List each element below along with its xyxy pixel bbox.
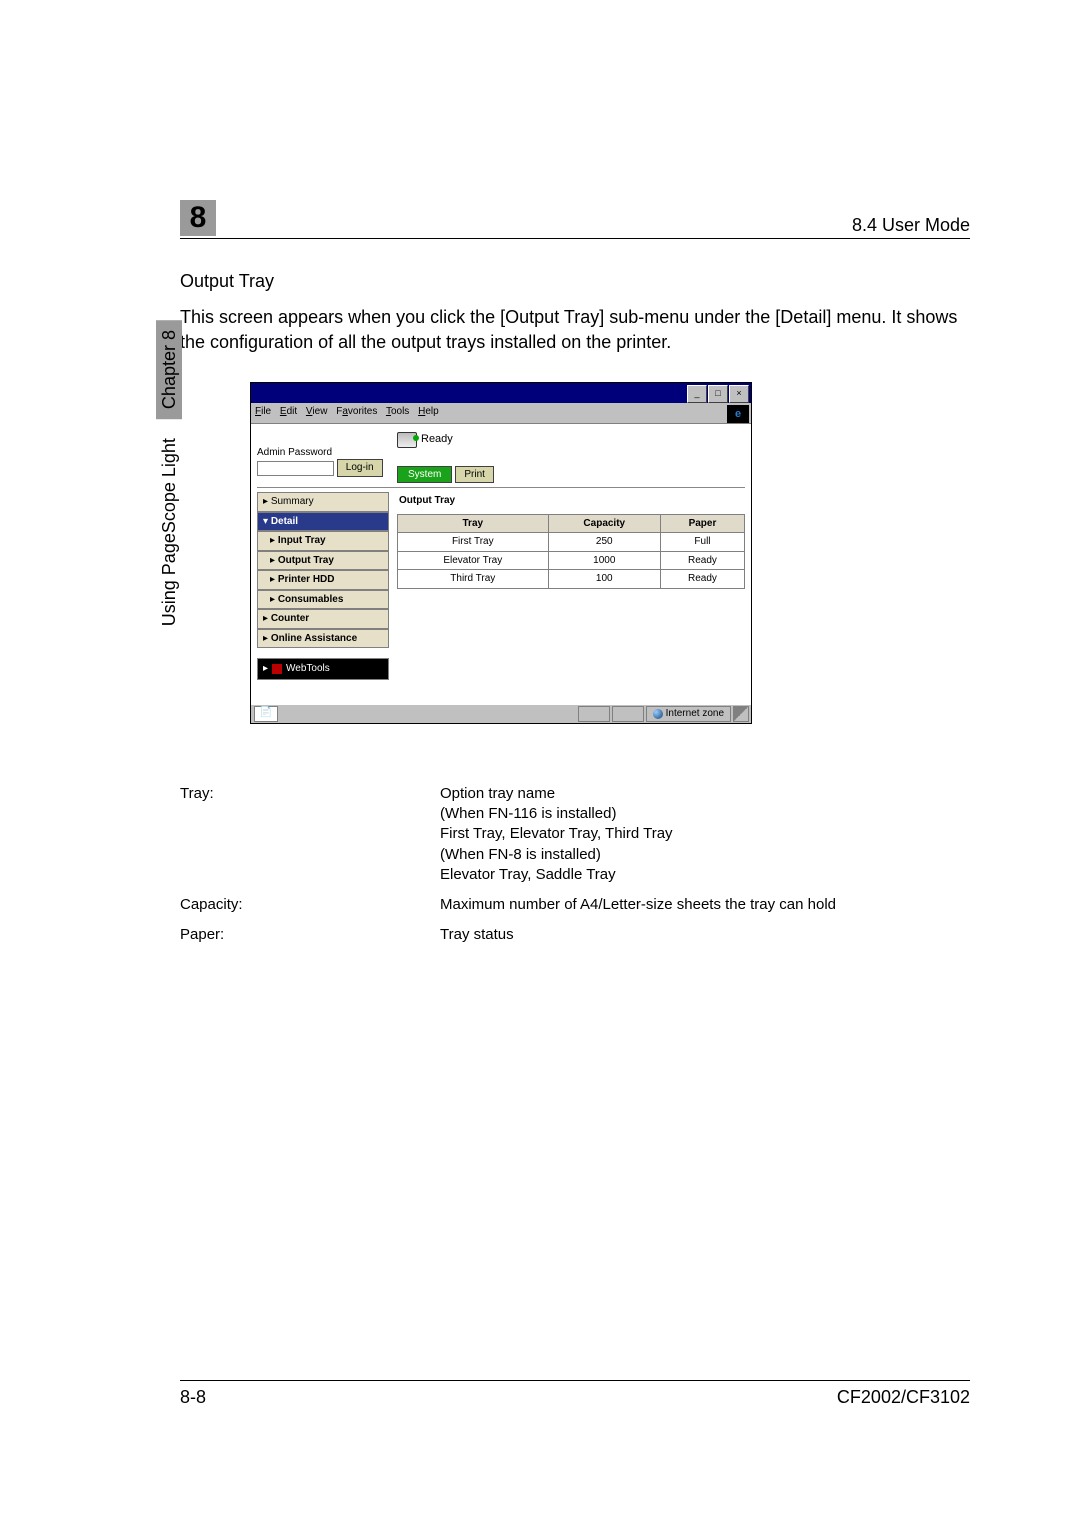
output-tray-table: Tray Capacity Paper First Tray 250 Full …	[397, 514, 745, 589]
webtools-icon	[272, 664, 282, 674]
section-label: 8.4 User Mode	[852, 215, 970, 236]
statusbar-cell	[578, 706, 610, 722]
minimize-button[interactable]: _	[687, 385, 707, 403]
th-capacity: Capacity	[548, 514, 660, 533]
sidebar-item-summary[interactable]: ▸ Summary	[257, 492, 389, 512]
menu-favorites[interactable]: Favorites	[336, 406, 377, 417]
screenshot: _ □ × File Edit View Favorites Tools Hel…	[250, 382, 752, 724]
menu-edit[interactable]: Edit	[280, 406, 297, 417]
side-tab: Using PageScope Light Chapter 8	[155, 320, 183, 626]
table-row: Third Tray 100 Ready	[398, 570, 745, 589]
printer-status-icon	[397, 432, 417, 448]
ie-logo-icon: e	[727, 405, 749, 423]
globe-icon	[653, 709, 663, 719]
description: This screen appears when you click the […	[180, 305, 970, 354]
page: Using PageScope Light Chapter 8 8 8.4 Us…	[0, 0, 1080, 1528]
menubar: File Edit View Favorites Tools Help e	[251, 403, 751, 424]
menu-view[interactable]: View	[306, 406, 328, 417]
status-bar: 📄 Internet zone	[251, 704, 751, 723]
footer-model: CF2002/CF3102	[837, 1387, 970, 1408]
th-paper: Paper	[660, 514, 744, 533]
th-tray: Tray	[398, 514, 549, 533]
close-button[interactable]: ×	[729, 385, 749, 403]
def-paper-label: Paper:	[180, 925, 440, 945]
statusbar-zone: Internet zone	[646, 706, 731, 722]
sidebar-item-online-assistance[interactable]: ▸ Online Assistance	[257, 629, 389, 649]
statusbar-doc-icon: 📄	[254, 706, 278, 722]
ready-label: Ready	[421, 432, 453, 447]
page-footer: 8-8 CF2002/CF3102	[180, 1380, 970, 1408]
login-button[interactable]: Log-in	[337, 459, 383, 477]
side-menu: ▸ Summary ▾ Detail ▸ Input Tray ▸ Output…	[257, 492, 389, 680]
admin-block: Admin Password Log-in	[257, 430, 397, 477]
body: Output Tray This screen appears when you…	[180, 269, 970, 946]
sidebar-item-consumables[interactable]: ▸ Consumables	[257, 590, 389, 610]
sidebar-item-counter[interactable]: ▸ Counter	[257, 609, 389, 629]
panel-title: Output Tray	[399, 494, 745, 508]
page-header: 8 8.4 User Mode	[180, 200, 970, 239]
tab-print[interactable]: Print	[455, 466, 494, 484]
screenshot-content: Admin Password Log-in Ready	[251, 424, 751, 704]
def-tray-label: Tray:	[180, 784, 440, 885]
menu-help[interactable]: Help	[418, 406, 439, 417]
menu-tools[interactable]: Tools	[386, 406, 409, 417]
maximize-button[interactable]: □	[708, 385, 728, 403]
resize-grip-icon[interactable]	[733, 706, 749, 722]
table-row: Elevator Tray 1000 Ready	[398, 551, 745, 570]
def-capacity-label: Capacity:	[180, 895, 440, 915]
admin-password-label: Admin Password	[257, 446, 397, 460]
footer-page-number: 8-8	[180, 1387, 206, 1408]
statusbar-cell	[612, 706, 644, 722]
sidebar-item-input-tray[interactable]: ▸ Input Tray	[257, 531, 389, 551]
chapter-number: 8	[180, 200, 216, 236]
side-tab-title: Using PageScope Light	[159, 438, 179, 626]
window-titlebar: _ □ ×	[251, 383, 751, 403]
def-tray-value: Option tray name (When FN-116 is install…	[440, 784, 970, 885]
definitions: Tray: Option tray name (When FN-116 is i…	[180, 784, 970, 946]
sidebar-item-output-tray[interactable]: ▸ Output Tray	[257, 551, 389, 571]
tab-bar: System Print	[397, 466, 745, 484]
def-paper-value: Tray status	[440, 925, 970, 945]
output-tray-panel: Output Tray Tray Capacity Paper First Tr…	[397, 492, 745, 680]
admin-password-input[interactable]	[257, 461, 334, 476]
sidebar-item-printer-hdd[interactable]: ▸ Printer HDD	[257, 570, 389, 590]
sidebar-item-webtools[interactable]: ▸ WebTools	[257, 658, 389, 680]
side-tab-chapter: Chapter 8	[156, 320, 182, 419]
table-row: First Tray 250 Full	[398, 533, 745, 552]
menu-file[interactable]: File	[255, 406, 271, 417]
sidebar-item-detail[interactable]: ▾ Detail	[257, 512, 389, 532]
tab-system[interactable]: System	[397, 466, 452, 484]
subhead: Output Tray	[180, 269, 970, 293]
def-capacity-value: Maximum number of A4/Letter-size sheets …	[440, 895, 970, 915]
